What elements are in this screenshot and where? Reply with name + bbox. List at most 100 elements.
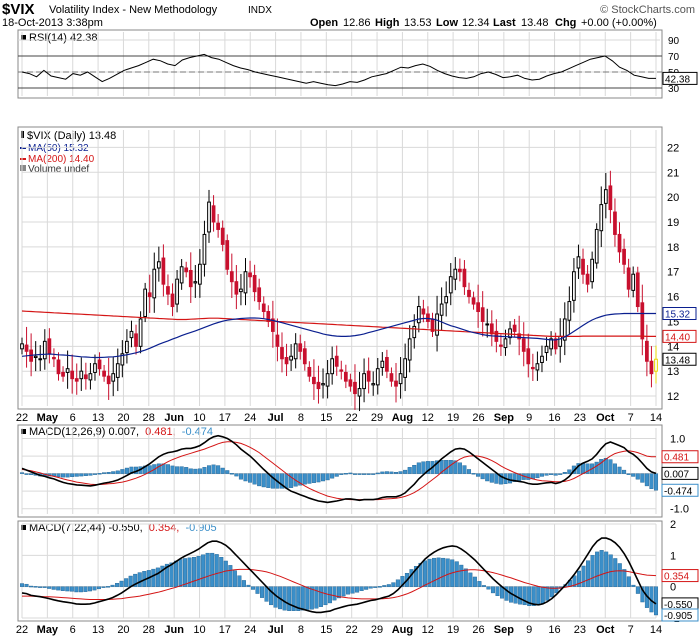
candle-body	[243, 271, 248, 294]
macd2-hist-bar	[92, 586, 97, 591]
x-tick-label: 13	[92, 624, 104, 636]
candle-body	[97, 359, 102, 370]
candle-body	[645, 340, 649, 362]
candle-body	[526, 348, 531, 365]
candle-body	[334, 355, 339, 367]
candle-body	[47, 338, 52, 355]
macd2-hist-bar	[617, 563, 622, 587]
price-y-tick: 14	[667, 341, 679, 353]
macd2-hist-bar	[640, 586, 645, 603]
candle-body	[412, 325, 417, 339]
macd2-y-tick: 1	[670, 550, 676, 562]
candle-body	[261, 303, 266, 313]
candle-body	[83, 374, 88, 380]
candle-body	[521, 338, 526, 352]
chart-marks	[19, 53, 659, 616]
macd2-hist-bar	[355, 586, 360, 593]
macd1-hist-bar	[225, 470, 230, 474]
candle-body	[421, 308, 426, 315]
macd1-hist-bar	[193, 468, 198, 474]
macd1-hist-bar	[393, 472, 399, 474]
candle-body	[125, 340, 129, 354]
rsi-line	[21, 53, 656, 87]
macd1-hist-bar	[124, 467, 129, 474]
macd1-hist-bar	[626, 473, 631, 475]
macd2-hist-bar	[359, 586, 364, 591]
macd2-hist-bar	[504, 586, 509, 601]
candle-body	[143, 288, 148, 317]
macd2-hist-bar	[486, 586, 491, 590]
macd2-hist-bar	[604, 551, 609, 587]
legend-ma50: MA(50) 15.32	[28, 143, 89, 154]
macd2-hist-bar	[436, 557, 441, 587]
macd1-hist-bar	[206, 465, 212, 474]
candle-body	[398, 373, 403, 385]
candle-body	[193, 281, 198, 284]
macd2-hist-bar	[241, 580, 246, 587]
x-tick-label: 15	[320, 624, 332, 636]
open-label: Open	[310, 17, 338, 29]
candle-body	[202, 233, 207, 265]
macd2-hist-bar	[413, 566, 418, 587]
macd1-hist-bar	[562, 472, 567, 474]
x-tick-label: Jun	[164, 412, 184, 424]
price-y-tick: 20	[667, 192, 679, 204]
macd1-hist-bar	[640, 473, 645, 483]
x-tick-label: 16	[548, 412, 560, 424]
candle-body	[293, 343, 298, 360]
symbol-title: $VIX	[2, 1, 35, 18]
macd1-hist-bar	[457, 462, 462, 474]
macd2-hist-bar	[490, 586, 495, 594]
macd2-hist-bar	[423, 560, 428, 587]
macd2-macd-line	[21, 537, 657, 614]
x-tick-label: 15	[320, 412, 332, 424]
candle-body	[134, 333, 138, 347]
macd2-hist-bar	[531, 586, 536, 606]
macd1-hist-bar	[97, 473, 102, 475]
macd2-hist-bar	[599, 550, 604, 587]
macd2-hist-bar	[309, 586, 314, 610]
macd2-hist-bar	[65, 586, 70, 592]
macd2-title-hist: -0.905	[185, 522, 216, 534]
candle-body	[654, 358, 658, 372]
candle-body	[289, 355, 293, 361]
candle-body	[38, 358, 43, 361]
candle-body	[325, 373, 330, 387]
legend-ma200: MA(200) 14.40	[28, 154, 95, 165]
macd2-signal-line	[22, 568, 657, 600]
macd2-hist-bar	[527, 586, 532, 606]
candle-body	[61, 371, 65, 377]
macd1-hist-bar	[599, 459, 604, 474]
macd1-hist-bar	[147, 465, 152, 474]
candle-body	[298, 343, 303, 352]
macd1-hist-bar	[175, 466, 180, 474]
macd1-hist-bar	[453, 460, 458, 474]
macd1-hist-bar	[480, 473, 485, 480]
price-y-tick: 12	[667, 391, 679, 403]
x-tick-label: 13	[92, 412, 104, 424]
macd2-hist-bar	[341, 586, 346, 597]
macd2-hist-bar	[373, 586, 378, 588]
macd1-hist-bar	[229, 473, 234, 475]
candle-body	[302, 348, 307, 365]
candle-body	[458, 268, 462, 273]
macd2-hist-bar	[468, 572, 473, 587]
x-tick-label: 8	[298, 624, 304, 636]
candle-body	[471, 297, 476, 305]
candle-body	[581, 258, 585, 275]
watermark: © StockCharts.com	[600, 4, 695, 16]
macd2-hist-bar	[151, 568, 156, 587]
macd2-hist-bar	[178, 559, 183, 587]
macd2-hist-bar	[282, 586, 287, 611]
macd1-hist-label: -0.474	[664, 486, 693, 497]
candle-body	[111, 373, 116, 382]
grid-lines	[18, 32, 662, 619]
candle-body	[339, 369, 344, 372]
macd1-hist-bar	[398, 471, 403, 474]
macd1-hist-bar	[612, 463, 617, 474]
price-y-tick: 13	[667, 366, 679, 378]
macd2-hist-bar	[260, 586, 265, 598]
macd2-hist-bar	[635, 586, 640, 594]
macd1-title: MACD(12,26,9) 0.007, 0.481, -0.474	[29, 426, 213, 438]
macd2-hist-bar	[137, 572, 142, 587]
